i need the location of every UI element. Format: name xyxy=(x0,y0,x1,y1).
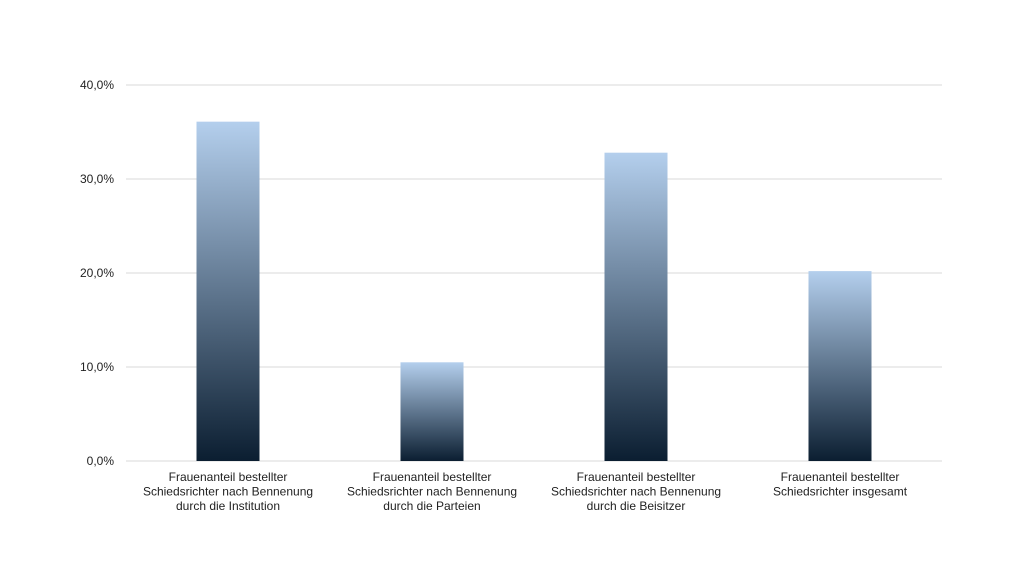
x-axis-category-labels: Frauenanteil bestellter Schiedsrichter na… xyxy=(143,470,908,513)
y-tick-label: 40,0% xyxy=(80,78,114,92)
bar xyxy=(196,121,260,461)
x-category-label: Frauenanteil bestellter Schiedsrichter in… xyxy=(773,470,908,499)
x-category-label: Frauenanteil bestellter Schiedsrichter na… xyxy=(551,470,721,513)
x-category-label: Frauenanteil bestellter Schiedsrichter na… xyxy=(143,470,313,513)
gridlines xyxy=(126,84,942,462)
bar xyxy=(400,362,464,461)
bars xyxy=(196,121,872,461)
y-tick-label: 30,0% xyxy=(80,172,114,186)
y-tick-label: 20,0% xyxy=(80,266,114,280)
y-axis-tick-labels: 0,0% 10,0% 20,0% 30,0% 40,0% xyxy=(80,78,114,468)
y-tick-label: 10,0% xyxy=(80,360,114,374)
y-tick-label: 0,0% xyxy=(87,454,115,468)
x-category-label: Frauenanteil bestellter Schiedsrichter na… xyxy=(347,470,517,513)
bar xyxy=(808,271,872,461)
bar xyxy=(604,152,668,461)
